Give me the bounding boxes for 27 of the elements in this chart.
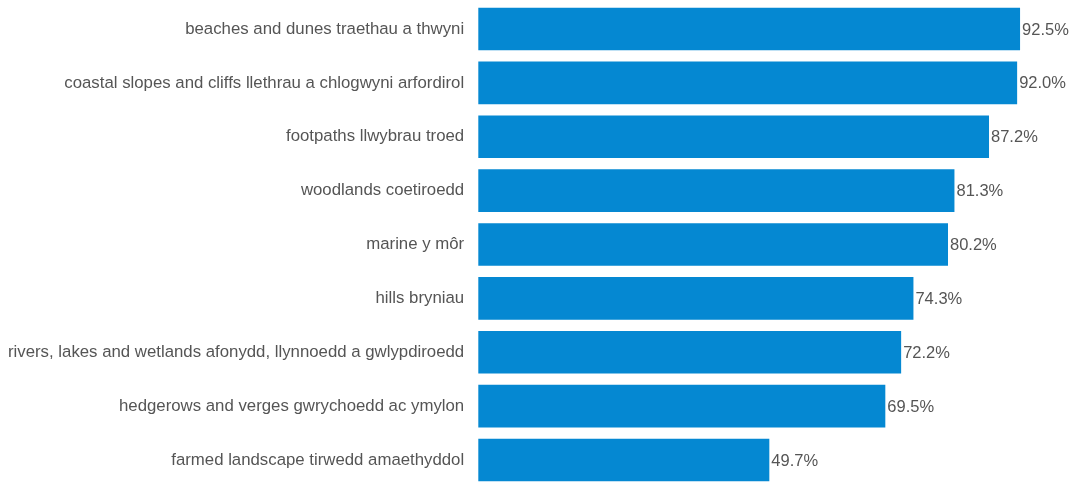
data-label: 92.0% bbox=[1019, 73, 1067, 92]
data-label: 87.2% bbox=[991, 127, 1039, 146]
data-label: 92.5% bbox=[1022, 19, 1070, 38]
bar bbox=[478, 223, 949, 266]
y-tick-label: farmed landscape tirwedd amaethyddol bbox=[171, 449, 465, 469]
data-label: 49.7% bbox=[771, 450, 819, 469]
y-tick-label: footpaths llwybrau troed bbox=[285, 126, 465, 146]
y-tick-label: beaches and dunes traethau a thwyni bbox=[185, 18, 465, 38]
y-tick-label: woodlands coetiroedd bbox=[299, 180, 465, 200]
y-tick-label: coastal slopes and cliffs llethrau a chlogwyni arfordirol bbox=[64, 72, 465, 92]
bar bbox=[478, 384, 886, 428]
bar bbox=[478, 438, 770, 482]
bar bbox=[478, 330, 902, 374]
data-label: 80.2% bbox=[950, 235, 998, 254]
data-label: 74.3% bbox=[915, 288, 963, 307]
bar bbox=[478, 169, 955, 212]
data-label: 69.5% bbox=[887, 396, 935, 415]
data-label: 72.2% bbox=[903, 342, 951, 361]
y-tick-label: rivers, lakes and wetlands afonydd, llynnoedd a gwlypdiroedd bbox=[7, 341, 465, 361]
y-tick-label: marine y môr bbox=[366, 234, 465, 254]
bar bbox=[478, 277, 914, 320]
data-label: 81.3% bbox=[956, 181, 1004, 200]
y-tick-label: hills bryniau bbox=[375, 288, 465, 307]
bar bbox=[478, 115, 990, 159]
bar bbox=[478, 61, 1018, 105]
bar bbox=[478, 7, 1021, 51]
y-tick-label: hedgerows and verges gwrychoedd ac ymylon bbox=[119, 395, 465, 415]
